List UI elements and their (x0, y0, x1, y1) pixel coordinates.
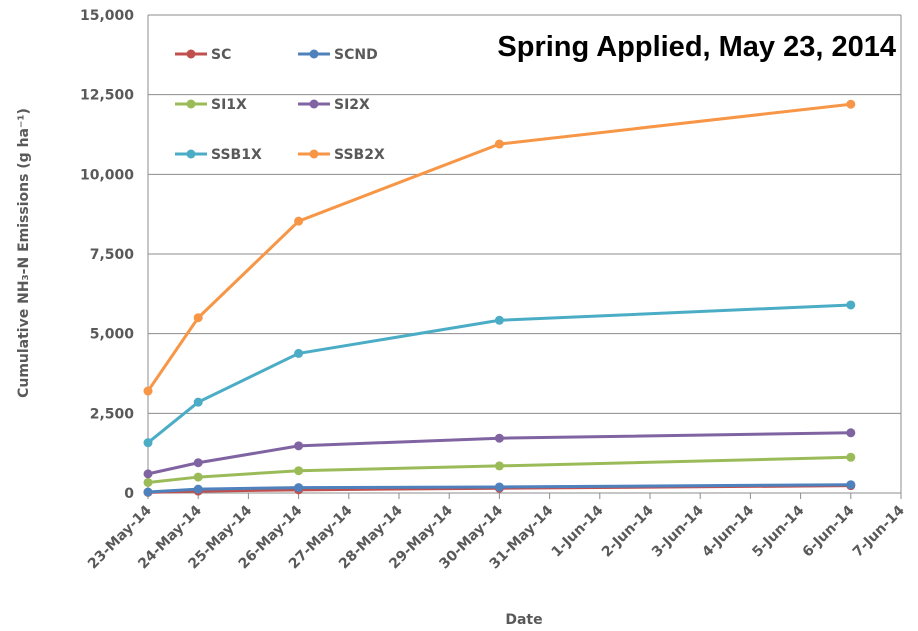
data-point (143, 438, 153, 448)
legend-label: SSB1X (211, 147, 262, 163)
data-point (846, 99, 856, 109)
data-point (846, 480, 856, 490)
legend-marker (186, 49, 196, 59)
data-point (193, 397, 203, 407)
legend-label: SCND (334, 47, 378, 63)
data-point (294, 483, 304, 493)
legend-marker (186, 99, 196, 109)
legend-marker (186, 149, 196, 159)
y-tick-label: 10,000 (80, 167, 134, 183)
x-axis-label: Date (505, 612, 542, 628)
y-tick-label: 12,500 (80, 88, 134, 104)
data-point (294, 466, 304, 476)
x-tick-label: 3-Jun-14 (649, 502, 707, 560)
legend-label: SI2X (334, 97, 370, 113)
y-tick-label: 2,500 (90, 406, 135, 422)
data-point (494, 482, 504, 492)
data-point (846, 428, 856, 438)
data-point (294, 441, 304, 451)
x-tick-label: 2-Jun-14 (599, 502, 657, 560)
legend-marker (309, 149, 319, 159)
x-tick-label: 4-Jun-14 (699, 502, 757, 560)
data-point (143, 386, 153, 396)
y-tick-label: 0 (124, 486, 134, 502)
y-tick-label: 7,500 (90, 247, 135, 263)
x-tick-label: 5-Jun-14 (749, 502, 807, 560)
data-point (143, 477, 153, 487)
data-point (494, 433, 504, 443)
x-tick-label: 1-Jun-14 (549, 502, 607, 560)
legend-label: SI1X (211, 97, 247, 113)
legend-label: SSB2X (334, 147, 385, 163)
data-point (494, 139, 504, 149)
data-point (294, 348, 304, 358)
data-point (193, 484, 203, 494)
data-point (846, 452, 856, 462)
data-point (143, 487, 153, 497)
data-point (193, 458, 203, 468)
x-tick-label: 6-Jun-14 (800, 502, 858, 560)
data-point (193, 313, 203, 323)
data-point (294, 216, 304, 226)
series-line (147, 303, 851, 444)
y-tick-label: 5,000 (90, 327, 135, 343)
data-point (846, 300, 856, 310)
data-point (143, 469, 153, 479)
legend-marker (309, 99, 319, 109)
x-tick-label: 7-Jun-14 (850, 502, 908, 560)
y-tick-label: 15,000 (80, 8, 134, 24)
chart-title: Spring Applied, May 23, 2014 (497, 31, 896, 63)
data-point (193, 472, 203, 482)
data-point (494, 461, 504, 471)
y-axis-label: Cumulative NH₃-N Emissions (g ha⁻¹) (16, 108, 32, 398)
data-point (494, 315, 504, 325)
legend-label: SC (211, 47, 231, 63)
legend-marker (309, 49, 319, 59)
